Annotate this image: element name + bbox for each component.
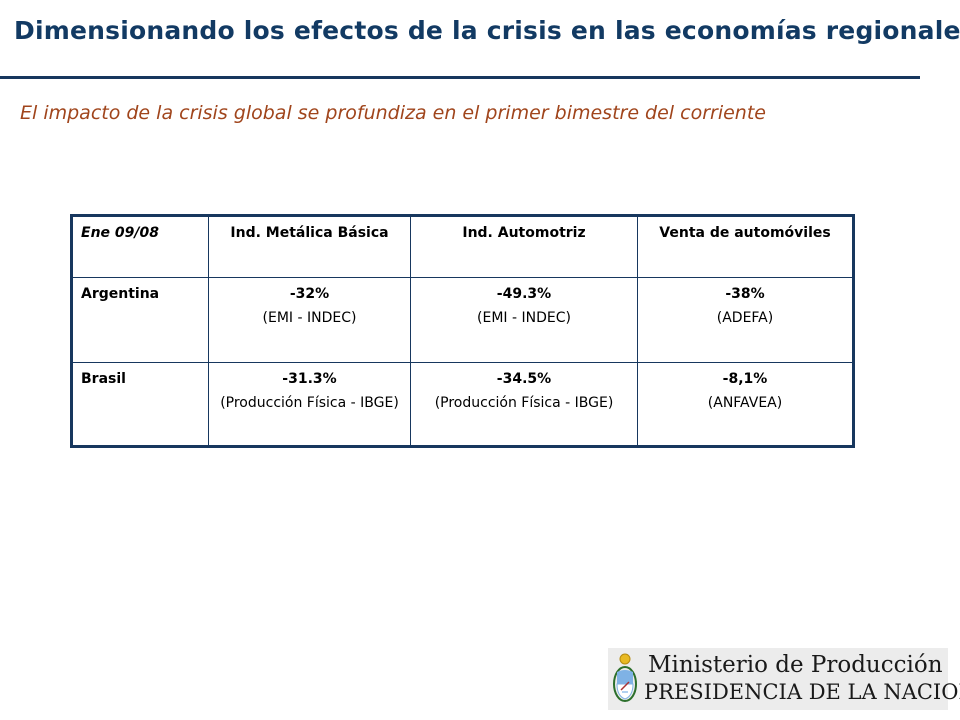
title-divider <box>0 76 920 79</box>
cell-source: (Producción Física - IBGE) <box>220 395 399 411</box>
cell-source: (ANFAVEA) <box>707 395 783 411</box>
page-title: Dimensionando los efectos de la crisis e… <box>14 16 960 45</box>
table-cell: -8,1% (ANFAVEA) <box>637 362 854 447</box>
cell-source: (ADEFA) <box>716 310 774 326</box>
cell-value: -49.3% <box>496 286 552 302</box>
table-cell: -38% (ADEFA) <box>637 277 854 363</box>
table-row: Argentina -32% (EMI - INDEC) -49.3% (EMI… <box>71 277 854 363</box>
page-subtitle: El impacto de la crisis global se profun… <box>20 102 766 124</box>
argentina-coat-of-arms-icon <box>613 653 637 702</box>
crisis-impact-table: Ene 09/08 Ind. Metálica Básica Ind. Auto… <box>70 214 855 448</box>
cell-value: -8,1% <box>722 371 768 387</box>
cell-value: -34.5% <box>496 371 552 387</box>
row-label-brasil: Brasil <box>71 362 209 447</box>
row-label-argentina: Argentina <box>71 277 209 363</box>
table-cell: -32% (EMI - INDEC) <box>208 277 411 363</box>
logo-text-ministry: Ministerio de Producción <box>648 652 943 678</box>
column-header-auto-industry: Ind. Automotriz <box>410 215 638 278</box>
table-row: Brasil -31.3% (Producción Física - IBGE)… <box>71 362 854 447</box>
cell-value: -38% <box>725 286 765 302</box>
column-header-metal-industry: Ind. Metálica Básica <box>208 215 411 278</box>
cell-value: -32% <box>289 286 330 302</box>
ministry-logo: Ministerio de Producción PRESIDENCIA DE … <box>608 648 960 710</box>
cell-source: (Producción Física - IBGE) <box>434 395 614 411</box>
column-header-car-sales: Venta de automóviles <box>637 215 854 278</box>
table-cell: -31.3% (Producción Física - IBGE) <box>208 362 411 447</box>
cell-source: (EMI - INDEC) <box>262 310 357 326</box>
table-cell: -49.3% (EMI - INDEC) <box>410 277 638 363</box>
logo-text-presidency: PRESIDENCIA DE LA NACION <box>644 680 960 704</box>
column-header-period: Ene 09/08 <box>71 215 209 278</box>
table-cell: -34.5% (Producción Física - IBGE) <box>410 362 638 447</box>
cell-source: (EMI - INDEC) <box>477 310 571 326</box>
cell-value: -31.3% <box>282 371 337 387</box>
table-header-row: Ene 09/08 Ind. Metálica Básica Ind. Auto… <box>71 215 854 278</box>
